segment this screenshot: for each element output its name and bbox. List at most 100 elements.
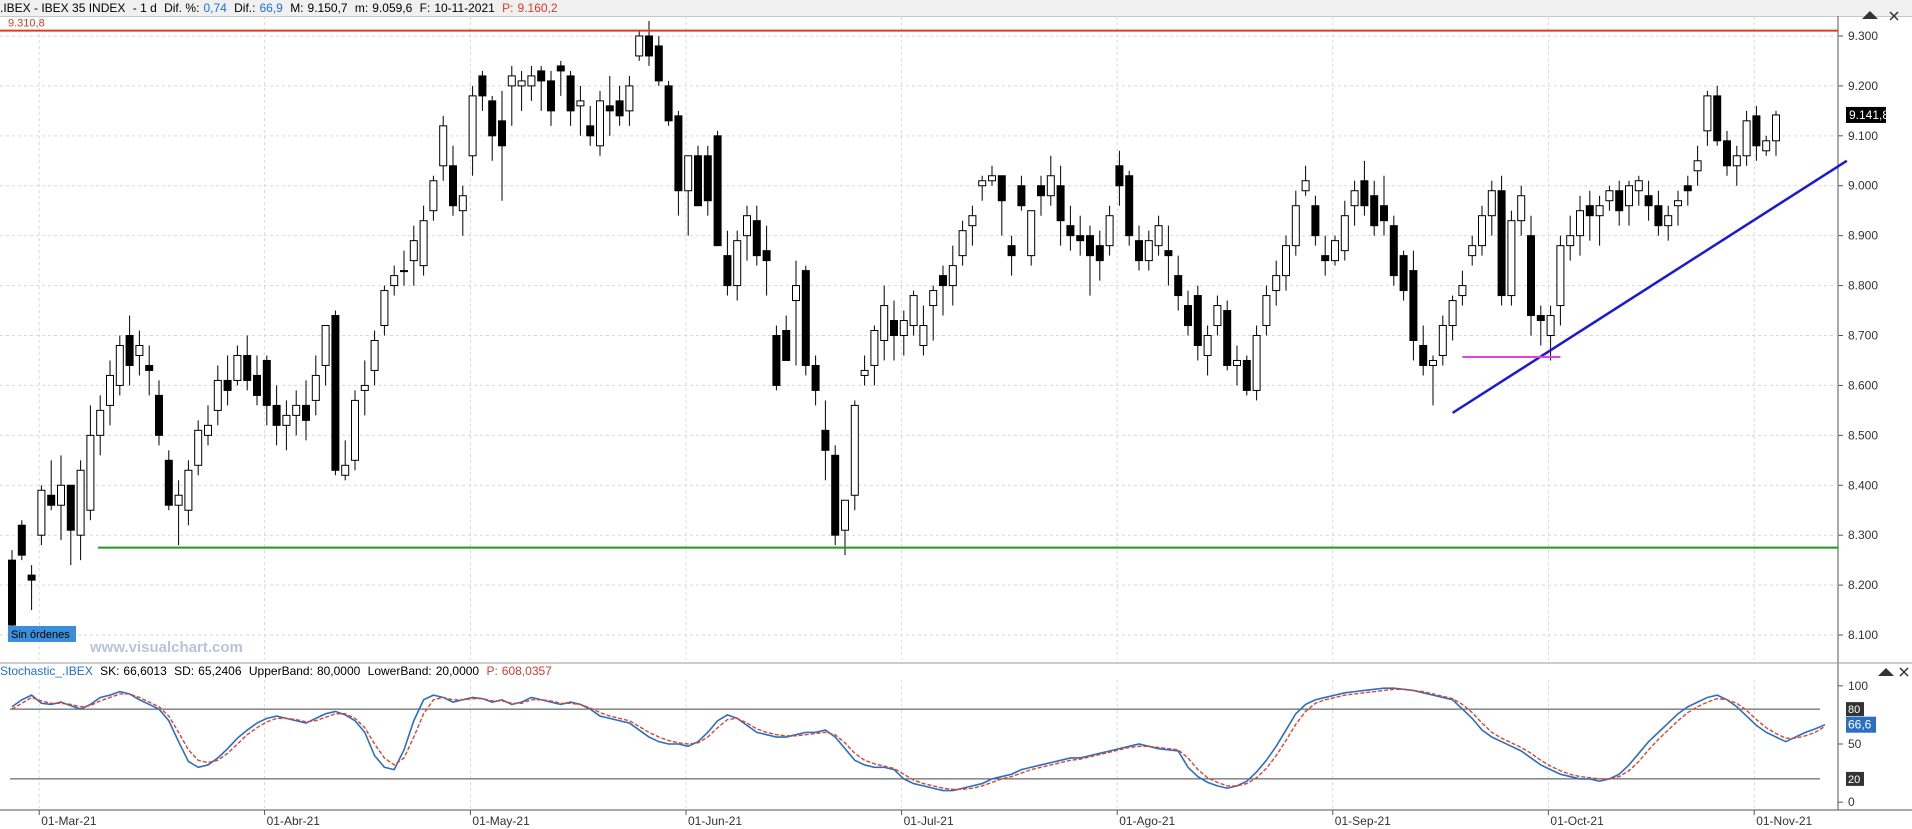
candle-body — [1321, 255, 1330, 262]
candle-body — [684, 155, 693, 192]
candle-body — [1037, 185, 1045, 197]
candle-body — [458, 195, 467, 212]
sk-line — [11, 687, 1826, 792]
lower-band-value: 20,0000 — [435, 664, 480, 678]
candle-body — [184, 469, 193, 511]
candle-body — [390, 275, 399, 287]
candle-body — [360, 384, 369, 391]
drawn-lines-layer[interactable] — [0, 29, 1848, 549]
candle-body — [409, 240, 418, 262]
candle-body — [115, 344, 124, 386]
price-tick-label: 9.300 — [1848, 29, 1878, 43]
candle-body — [880, 305, 889, 341]
candle-body — [57, 484, 65, 506]
candle-body — [713, 135, 722, 247]
lower-band-badge-text: 20 — [1848, 774, 1860, 786]
candle-body — [1115, 165, 1124, 187]
candle-body — [537, 70, 546, 82]
period-label: - 1 d — [132, 1, 157, 15]
price-tick-label: 8.900 — [1848, 229, 1878, 243]
candle-body — [1007, 245, 1016, 257]
candle-body — [1370, 195, 1379, 227]
osc-p-label: P: — [486, 664, 498, 678]
last-price-text: 9.141,8 — [1849, 108, 1889, 122]
candle-body — [1340, 215, 1349, 252]
candle-body — [1625, 185, 1633, 207]
candle-body — [625, 85, 634, 112]
candle-body — [939, 275, 947, 287]
candle-body — [1546, 315, 1555, 337]
symbol-name: .IBEX - IBEX 35 INDEX — [0, 1, 126, 15]
lower-band-label: LowerBand: — [367, 664, 432, 678]
close-osc-pane-icon[interactable] — [1899, 667, 1909, 677]
candle-body — [1154, 225, 1163, 247]
candle-body — [1046, 175, 1055, 197]
dif-label: Dif.: — [234, 1, 256, 15]
candle-body — [135, 344, 144, 356]
date-tick-label: 01-Sep-21 — [1335, 814, 1391, 828]
osc-tick-label: 0 — [1848, 795, 1855, 809]
candle-body — [635, 35, 644, 57]
candle-body — [1056, 185, 1065, 222]
candle-body — [850, 404, 859, 496]
candle-body — [1262, 295, 1271, 327]
candle-body — [1576, 210, 1584, 237]
candle-body — [1752, 115, 1761, 147]
last-price-badge: 9.141,8 — [1846, 106, 1889, 123]
dif-value: 66,9 — [259, 1, 283, 15]
candle-body — [1105, 215, 1114, 247]
candle-body — [1125, 175, 1134, 237]
date-tick-label: 01-Mar-21 — [41, 814, 97, 828]
candle-body — [164, 459, 173, 506]
candle-body — [155, 394, 163, 436]
candle-body — [1644, 195, 1653, 207]
watermark: www.visualchart.com — [89, 639, 243, 656]
date-label: F: — [419, 1, 431, 15]
candle-body — [1086, 235, 1094, 257]
candle-body — [47, 494, 56, 506]
osc-tick-label: 100 — [1848, 679, 1868, 693]
candle-body — [860, 369, 869, 376]
candle-body — [899, 320, 908, 337]
price-tick-label: 8.300 — [1848, 528, 1878, 542]
candle-body — [733, 240, 742, 287]
candle-body — [1360, 180, 1369, 207]
candle-body — [1389, 225, 1398, 277]
price-tick-label: 8.800 — [1848, 279, 1878, 293]
candle-body — [27, 574, 36, 581]
date-tick-label: 01-Jun-21 — [688, 814, 742, 828]
candle-body — [253, 374, 261, 396]
orders-badge[interactable]: Sin órdenes — [8, 626, 76, 642]
candle-body — [654, 45, 663, 82]
candle-body — [703, 155, 712, 202]
price-tick-label: 8.500 — [1848, 428, 1878, 442]
oscillator-header: Stochastic_.IBEX SK: 66,6013 SD: 65,2406 U… — [0, 663, 1912, 679]
candle-body — [1409, 270, 1418, 341]
maximize-osc-pane-icon[interactable] — [1878, 668, 1894, 676]
candle-body — [1458, 285, 1467, 297]
maximize-pane-icon[interactable] — [1862, 11, 1878, 19]
candle-body — [1135, 240, 1143, 262]
date-value: 10-11-2021 — [434, 1, 495, 15]
candle-body — [439, 125, 448, 167]
candle-body — [1301, 180, 1310, 192]
candle-body — [997, 175, 1006, 202]
candle-body — [1772, 114, 1780, 142]
p-value: 9.160,2 — [517, 1, 558, 15]
candle-body — [37, 489, 46, 536]
candle-body — [566, 75, 575, 112]
candle-body — [1762, 140, 1771, 152]
candle-body — [694, 155, 702, 207]
candle-body — [1703, 95, 1712, 132]
candle-body — [1095, 245, 1104, 262]
candle-body — [351, 399, 359, 461]
price-header: .IBEX - IBEX 35 INDEX - 1 d Dif. %: 0,74 … — [0, 0, 1912, 17]
candle-body — [1066, 225, 1075, 237]
candle-body — [213, 379, 222, 411]
close-pane-icon[interactable] — [1889, 11, 1899, 21]
candle-body — [1654, 205, 1663, 227]
candle-body — [1380, 205, 1388, 222]
candle-body — [1252, 335, 1261, 391]
candle-body — [145, 364, 154, 371]
